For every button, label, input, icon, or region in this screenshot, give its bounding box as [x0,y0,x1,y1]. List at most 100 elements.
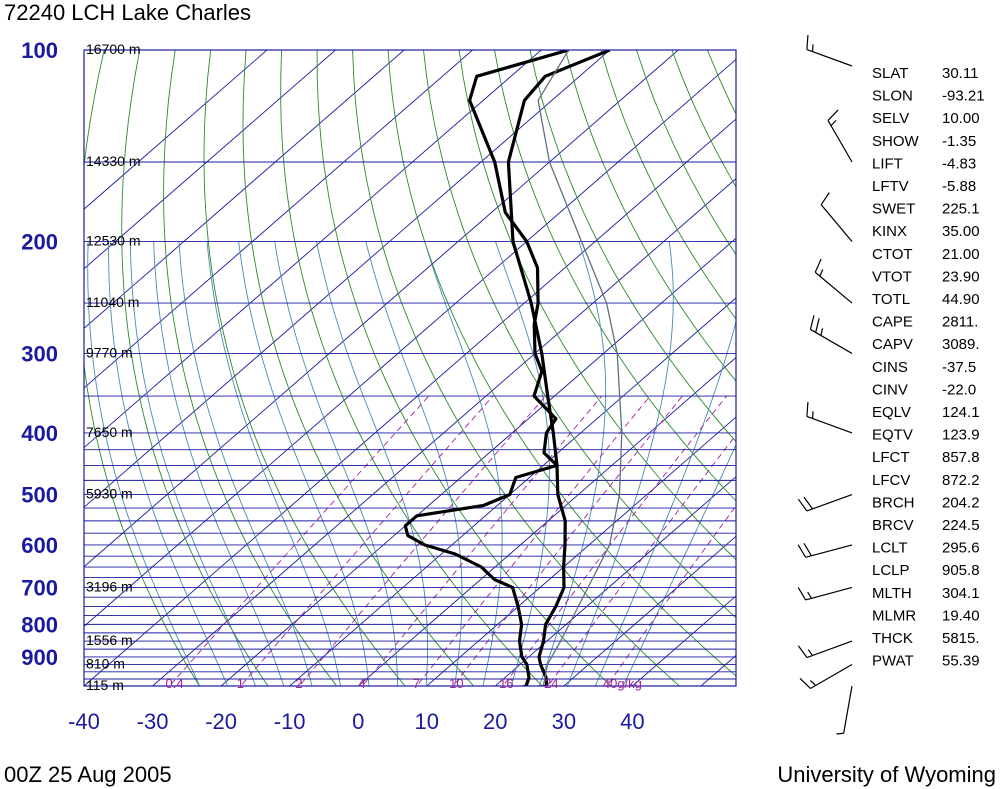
index-name: VTOT [872,268,912,285]
wind-barb [806,401,853,434]
index-value: 123.9 [942,427,980,444]
chart-title: 72240 LCH Lake Charles [4,0,251,25]
dewpoint-profile [403,50,570,686]
mixing-ratio-line [452,395,683,686]
height-label: 810 m [86,655,125,671]
pressure-tick-label: 200 [21,229,58,254]
dry-adiabat-line [84,50,201,686]
isotherm-line [357,356,736,686]
mixing-ratio-label: 7 [413,676,420,691]
index-value: 872.2 [942,472,980,489]
isotherm-line [288,297,736,686]
wind-barb [799,663,853,689]
index-name: LFCT [872,449,910,466]
isotherm-line [426,416,736,686]
wind-barb [814,258,853,304]
height-label: 3196 m [86,578,133,594]
pressure-tick-label: 900 [21,645,58,670]
mixing-ratio-label: 10 [449,676,463,691]
temperature-tick-label: -30 [137,709,169,734]
temperature-tick-label: -10 [274,709,306,734]
isotherm-line [84,50,679,568]
index-name: LCLP [872,562,910,579]
isotherm-line [563,535,736,686]
index-value: 2811. [942,314,978,331]
temperature-profile [506,50,611,686]
isotherm-line [84,50,268,210]
isotherm-line [220,237,736,686]
mixing-ratio-label: 1 [237,676,244,691]
mixing-ratio-label: 2 [295,676,302,691]
index-name: THCK [872,630,913,647]
index-name: LFTV [872,178,909,195]
index-value: 21.00 [942,246,980,263]
pressure-tick-label: 500 [21,483,58,508]
wind-barb [797,640,853,659]
credit-label: University of Wyoming [777,762,996,787]
sounding-profiles [403,50,623,686]
dry-adiabat-line [242,50,475,686]
index-name: LCLT [872,540,908,557]
mixing-ratio-labels: 0.4 1 2 4 7 10 16 24 40g/kg [165,676,641,691]
wind-barb [797,542,853,558]
index-name: LFCV [872,472,910,489]
temperature-tick-label: -40 [68,709,100,734]
stability-indices-table: SLAT 30.11 SLON -93.21 SELV 10.00 SHOW -1.35 LIF… [872,65,985,670]
index-name: TOTL [872,291,910,308]
mixing-ratio-label: 24 [544,676,558,691]
dry-adiabat-line [203,50,406,686]
index-name: PWAT [872,653,914,670]
index-value: 304.1 [942,585,980,602]
temperature-tick-label: -20 [205,709,237,734]
temperature-tick-label: 30 [552,709,576,734]
index-name: SLON [872,88,913,105]
wind-barb [820,192,853,242]
isotherm-line [84,50,611,508]
wind-barb [797,493,853,512]
height-label: 9770 m [86,344,133,360]
index-value: 3089. [942,336,980,353]
isotherm-line [494,476,736,686]
index-name: EQTV [872,427,913,444]
wind-barb [809,315,853,354]
index-value: 30.11 [942,65,978,82]
index-value: 44.90 [942,291,980,308]
moist-adiabat-line [566,241,674,686]
index-name: EQLV [872,404,911,421]
dry-adiabat-line [458,50,736,561]
index-value: 35.00 [942,223,980,240]
index-value: 5815. [942,630,980,647]
isotherm-line [84,50,542,449]
height-label: 16700 m [86,41,140,57]
wind-barb [827,109,853,163]
moist-adiabat-line [622,443,736,686]
height-label: 12530 m [86,232,140,248]
moist-adiabat-line [206,241,341,686]
index-value: 19.40 [942,607,980,624]
height-label: 7650 m [86,424,133,440]
pressure-axis-labels: 100 200 300 400 500 600 700 800 900 [21,38,58,670]
index-name: BRCV [872,517,914,534]
index-value: 225.1 [942,201,980,218]
index-name: SELV [872,110,909,127]
height-label: 1556 m [86,632,133,648]
index-name: MLMR [872,607,916,624]
isotherm-line [84,58,736,627]
index-value: 295.6 [942,540,980,557]
mixing-ratio-line [502,395,727,686]
pressure-tick-label: 100 [21,38,58,63]
dry-adiabat-line [316,50,612,686]
isotherm-line [84,118,736,686]
mixing-ratio-line [416,395,651,686]
mixing-ratio-label: 4 [358,676,365,691]
index-name: MLTH [872,585,912,602]
isobar-lines [84,49,736,687]
index-value: 224.5 [942,517,980,534]
temperature-tick-label: 0 [352,709,364,734]
index-value: 10.00 [942,110,980,127]
index-value: 204.2 [942,494,980,511]
height-label: 115 m [86,677,124,693]
wind-barbs [797,35,853,735]
moist-adiabat-line [238,241,370,686]
